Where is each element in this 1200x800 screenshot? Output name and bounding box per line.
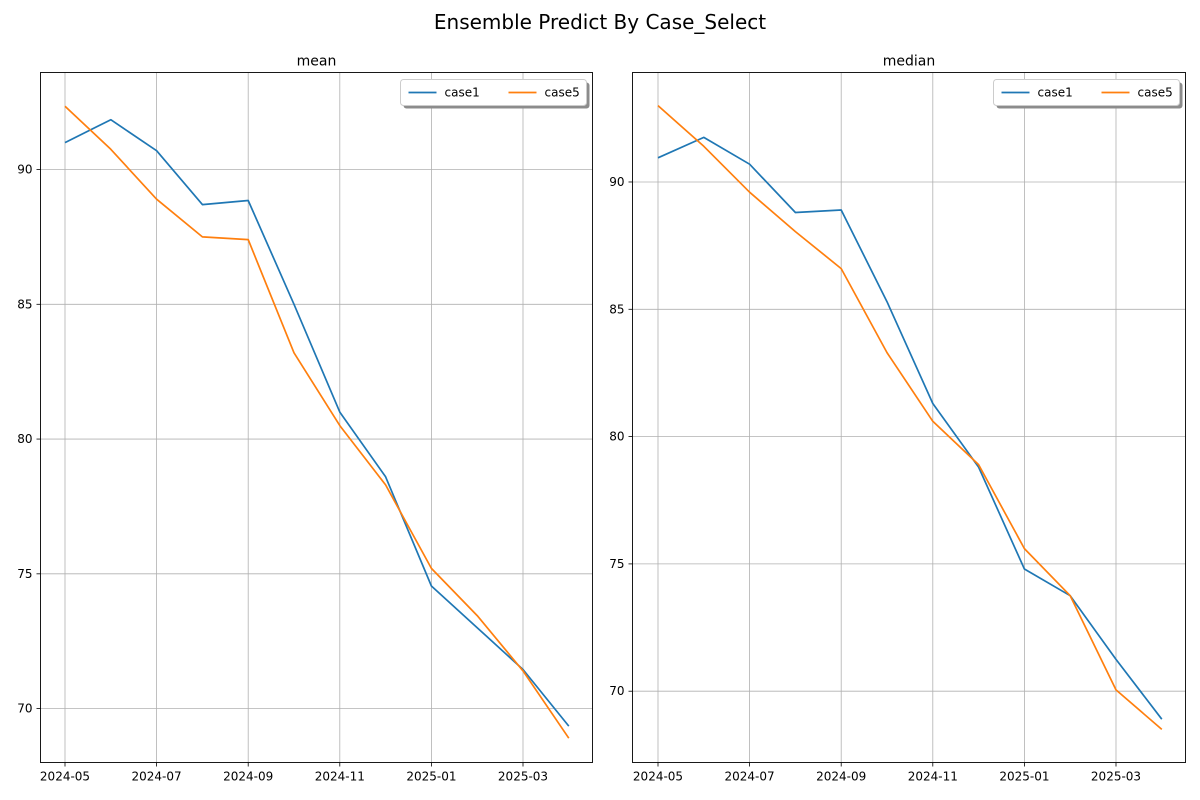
x-tick-label: 2024-07 <box>725 770 775 784</box>
subplot-title: mean <box>297 54 337 70</box>
y-tick-label: 85 <box>609 302 624 316</box>
legend-label-case1: case1 <box>1038 86 1073 100</box>
x-tick-label: 2024-05 <box>633 770 683 784</box>
x-tick-label: 2024-05 <box>40 770 90 784</box>
legend-box <box>993 79 1180 106</box>
series-line-case1 <box>64 118 570 727</box>
x-tick-label: 2025-03 <box>498 770 548 784</box>
y-tick-label: 85 <box>17 297 32 311</box>
x-tick-label: 2025-03 <box>1091 770 1141 784</box>
x-tick-label: 2025-01 <box>406 770 456 784</box>
series-line-case5 <box>64 105 570 739</box>
y-tick-label: 90 <box>609 175 624 189</box>
y-tick-label: 75 <box>609 557 624 571</box>
subplot-median: median 2024-05 2024-07 2024-09 2024-11 2025-0… <box>609 54 1186 784</box>
axes-frame <box>632 72 1186 763</box>
x-tick-label: 2024-09 <box>816 770 866 784</box>
legend-label-case5: case5 <box>1138 86 1173 100</box>
figure-title: Ensemble Predict By Case_Select <box>433 10 767 34</box>
axes-frame <box>40 72 593 763</box>
x-tick-label: 2024-09 <box>223 770 273 784</box>
y-tick-label: 70 <box>17 702 32 716</box>
series-line-case5 <box>657 104 1163 731</box>
subplot-mean: mean 2024-05 2024-07 2024-09 2024-11 2025-01 2… <box>17 54 593 784</box>
x-tick-label: 2024-11 <box>315 770 365 784</box>
y-tick-label: 80 <box>17 432 32 446</box>
y-tick-label: 70 <box>609 684 624 698</box>
y-tick-label: 75 <box>17 567 32 581</box>
legend-label-case5: case5 <box>545 86 580 100</box>
y-tick-label: 90 <box>17 163 32 177</box>
subplot-title: median <box>883 54 935 70</box>
legend: case1 case5 <box>993 79 1183 109</box>
x-tick-label: 2024-07 <box>132 770 182 784</box>
series-line-case1 <box>657 136 1163 720</box>
legend-label-case1: case1 <box>445 86 480 100</box>
y-tick-label: 80 <box>609 430 624 444</box>
x-tick-label: 2024-11 <box>908 770 958 784</box>
legend-box <box>400 79 587 106</box>
x-tick-label: 2025-01 <box>999 770 1049 784</box>
legend: case1 case5 <box>400 79 590 109</box>
